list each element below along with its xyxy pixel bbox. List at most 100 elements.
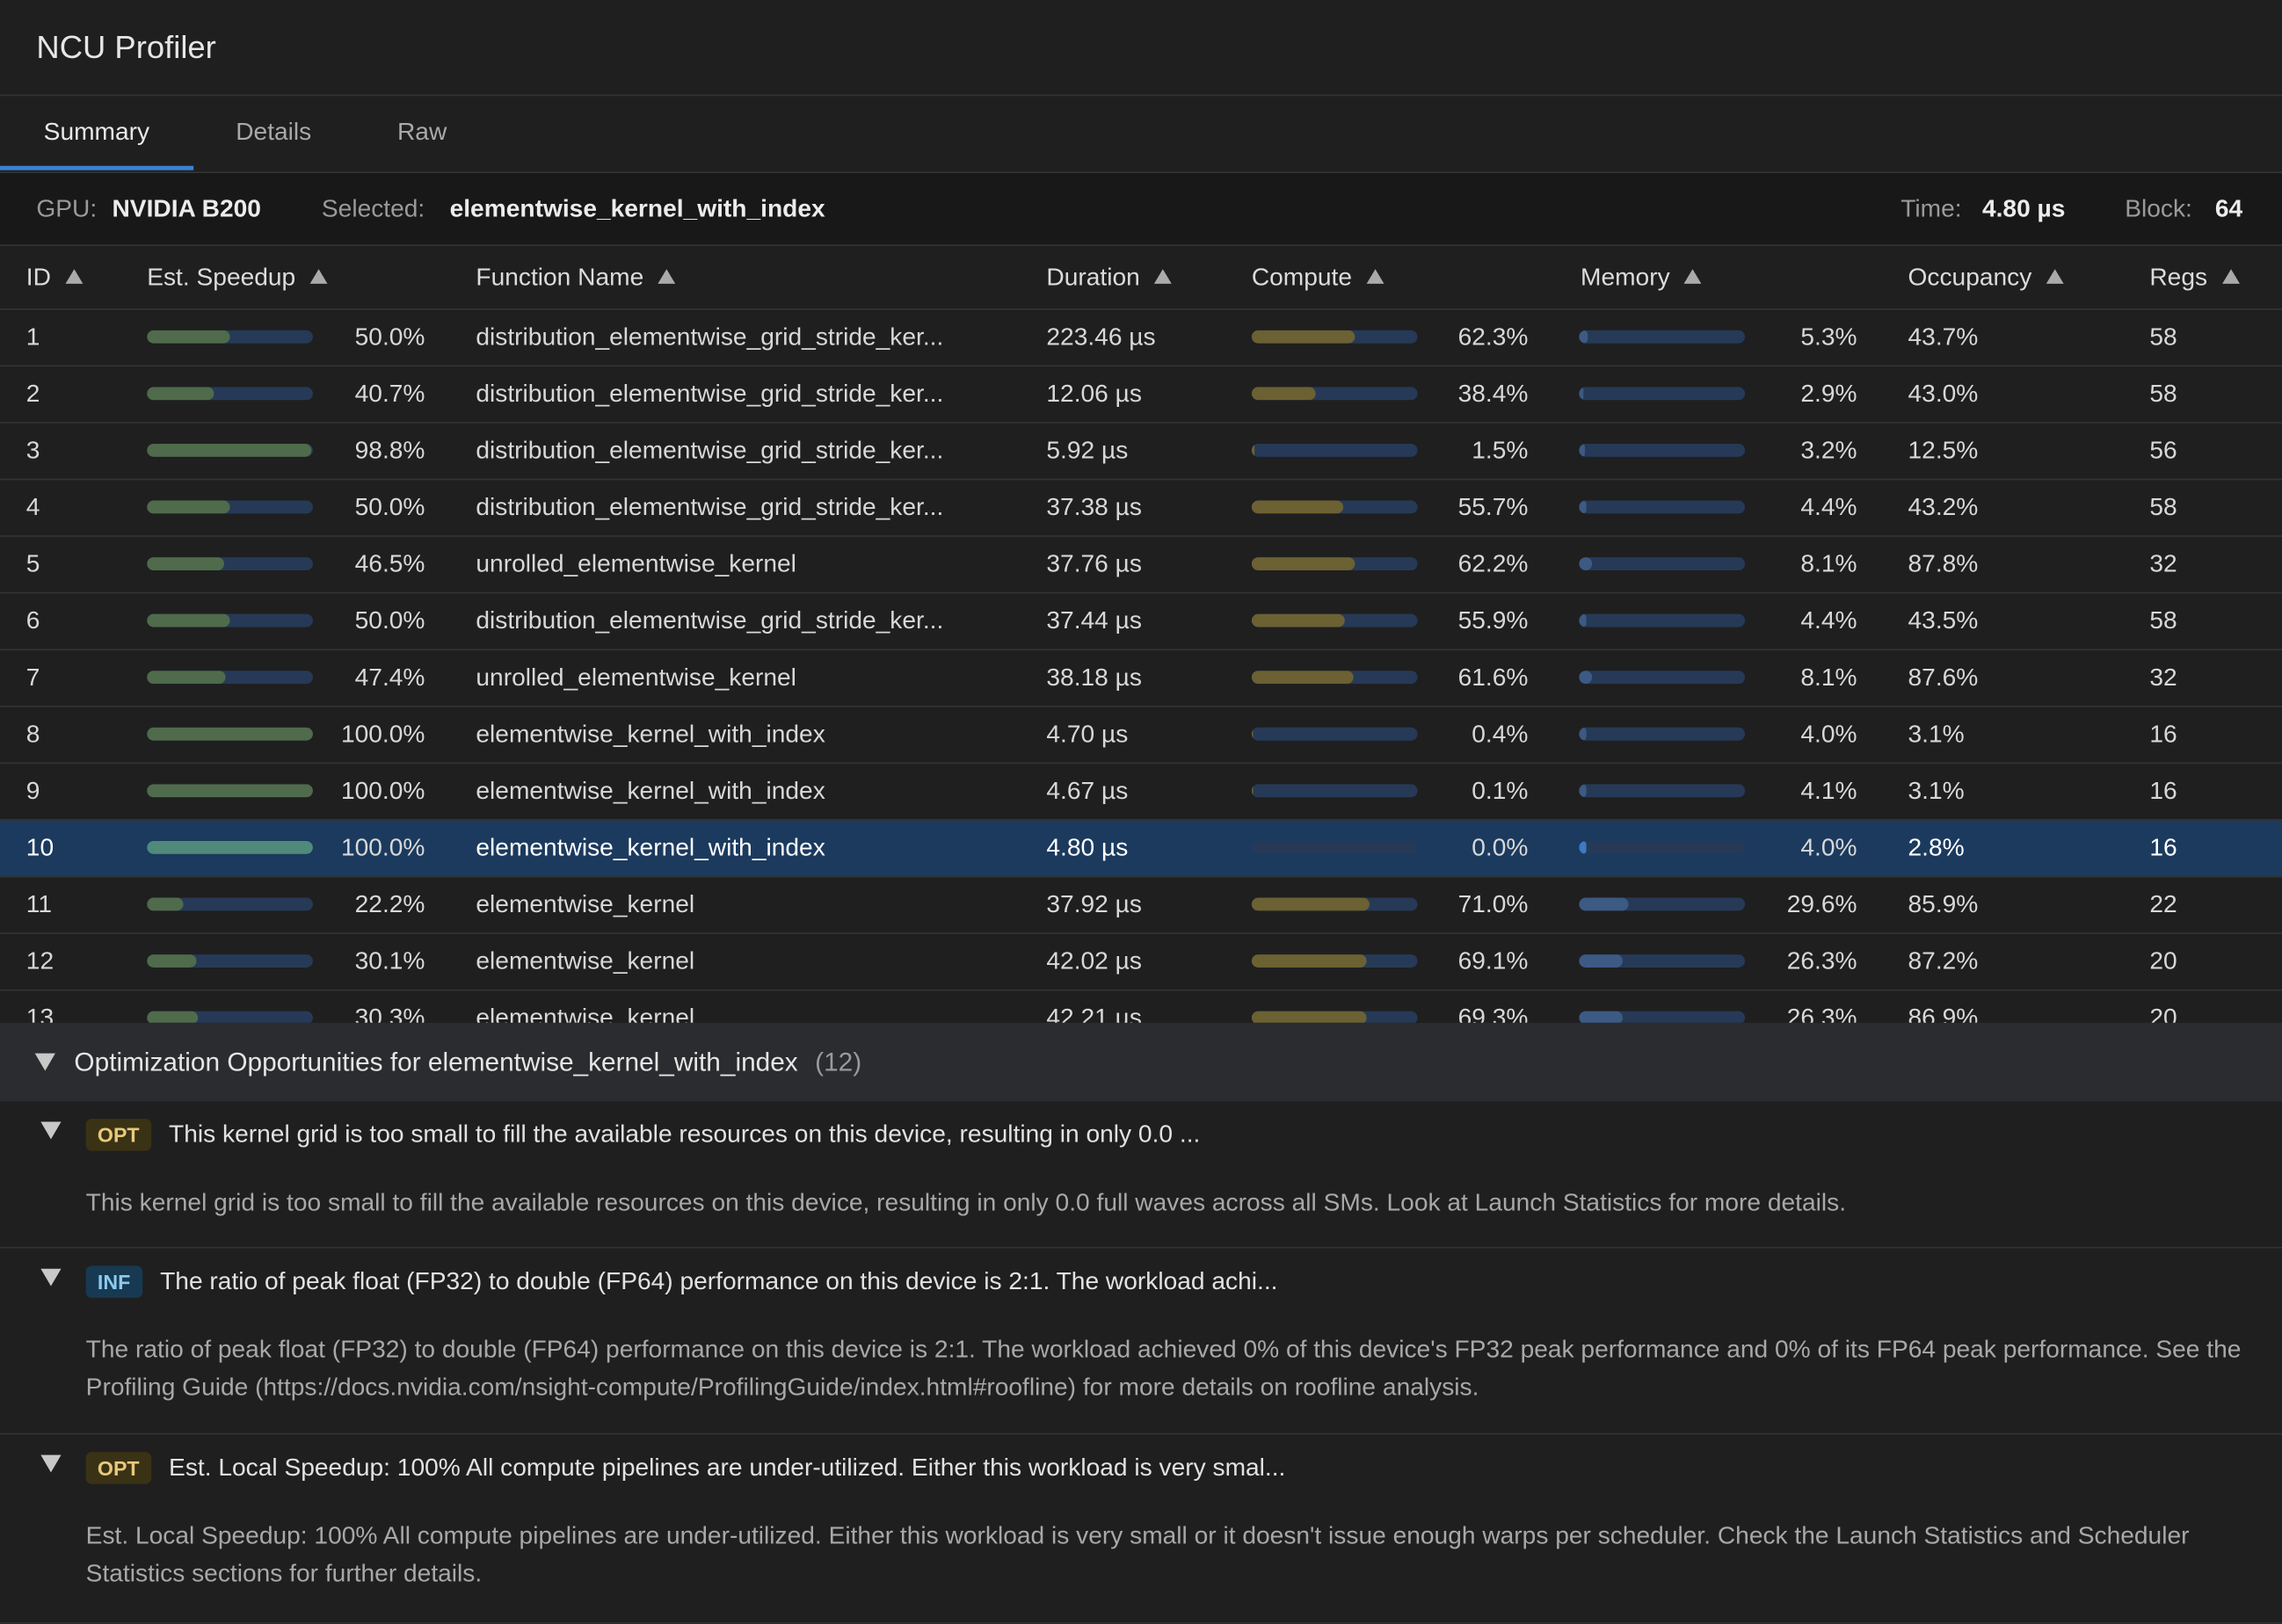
- cell-value: elementwise_kernel: [476, 890, 695, 918]
- cell-value: 4.70 µs: [1046, 720, 1129, 748]
- cell-value: 4.67 µs: [1046, 777, 1129, 805]
- cell-value: 50.0%: [354, 493, 425, 521]
- table-row[interactable]: 9 100.0% elementwise_kernel_with_index 4.67…: [0, 762, 2282, 821]
- table-row[interactable]: 3 98.8% distribution_elementwise_grid_stri…: [0, 422, 2282, 480]
- table-row[interactable]: 7 47.4% unrolled_elementwise_kernel 38.18 µ…: [0, 649, 2282, 707]
- opportunity-item: OPT This kernel grid is too small to fill…: [0, 1101, 2282, 1249]
- gpu-value: NVIDIA B200: [112, 194, 261, 223]
- bar-track: [147, 387, 313, 401]
- tab[interactable]: Details: [236, 118, 312, 146]
- table-row[interactable]: 5 46.5% unrolled_elementwise_kernel 37.76 µ…: [0, 535, 2282, 593]
- bar-fill: [147, 557, 224, 570]
- bar-fill: [1579, 500, 1587, 514]
- bar-track: [147, 1011, 313, 1023]
- column-header[interactable]: Duration: [1046, 263, 1173, 293]
- cell-value: 86.9%: [1908, 1004, 1979, 1023]
- cell-value: 38.18 µs: [1046, 663, 1142, 692]
- column-title: Duration: [1046, 263, 1140, 292]
- bar-fill: [147, 500, 230, 514]
- cell-value: 22.2%: [354, 890, 425, 918]
- bar-track: [1579, 387, 1746, 401]
- bar-fill: [1579, 840, 1586, 854]
- cell-value: 37.38 µs: [1046, 493, 1142, 521]
- optimization-header[interactable]: Optimization Opportunities for elementwi…: [0, 1022, 2282, 1102]
- table-row[interactable]: 4 50.0% distribution_elementwise_grid_stri…: [0, 478, 2282, 537]
- cell-value: 13: [25, 1004, 55, 1023]
- table-row[interactable]: 2 40.7% distribution_elementwise_grid_stri…: [0, 365, 2282, 424]
- cell-value: 85.9%: [1908, 890, 1979, 918]
- bar-track: [1579, 613, 1746, 627]
- bar-fill: [147, 613, 230, 627]
- bar-track: [1251, 954, 1418, 968]
- cell-value: 12: [25, 946, 55, 975]
- column-title: Function Name: [476, 263, 644, 292]
- opportunity-summary[interactable]: Est. Local Speedup: 100% All compute pip…: [169, 1453, 1286, 1482]
- bar-track: [1579, 557, 1746, 570]
- block-value: 64: [2214, 194, 2243, 223]
- cell-value: 87.8%: [1908, 549, 1979, 578]
- table-row[interactable]: 13 30.3% elementwise_kernel 42.21 µs 69.3% 26…: [0, 989, 2282, 1023]
- column-header[interactable]: Regs: [2149, 264, 2240, 293]
- cell-value: 43.5%: [1908, 606, 1979, 634]
- opportunity-detail: Est. Local Speedup: 100% All compute pip…: [85, 1521, 2190, 1588]
- active-tab-indicator: [0, 165, 194, 170]
- cell-value: 50.0%: [354, 323, 425, 352]
- sort-icon: [1154, 269, 1173, 284]
- bar-fill: [1251, 500, 1344, 514]
- tab[interactable]: Summary: [43, 118, 150, 146]
- bar-fill: [1579, 1011, 1623, 1023]
- opportunity-detail: The ratio of peak float (FP32) to double…: [85, 1335, 2242, 1402]
- cell-value: 50.0%: [354, 606, 425, 634]
- cell-value: 16: [2149, 720, 2177, 748]
- collapse-icon[interactable]: [40, 1268, 62, 1287]
- cell-value: 37.76 µs: [1046, 549, 1142, 578]
- bar-track: [1251, 557, 1418, 570]
- column-header[interactable]: Est. Speedup: [147, 263, 328, 293]
- table-row[interactable]: 6 50.0% distribution_elementwise_grid_stri…: [0, 591, 2282, 650]
- bar-fill: [1251, 671, 1355, 685]
- bar-track: [147, 557, 313, 570]
- bar-track: [1579, 671, 1746, 685]
- cell-value: 37.92 µs: [1046, 890, 1142, 918]
- collapse-icon[interactable]: [40, 1121, 62, 1140]
- bar-fill: [147, 840, 313, 854]
- column-header[interactable]: Memory: [1581, 264, 1703, 293]
- time-label: Time:: [1900, 194, 1962, 223]
- table-row[interactable]: 11 22.2% elementwise_kernel 37.92 µs 71.0% 29…: [0, 875, 2282, 934]
- collapse-icon[interactable]: [40, 1454, 62, 1473]
- column-header[interactable]: Function Name: [476, 263, 676, 293]
- column-header[interactable]: Occupancy: [1908, 264, 2064, 293]
- bar-track: [1251, 840, 1418, 854]
- cell-value: distribution_elementwise_grid_stride_ker…: [476, 323, 944, 352]
- column-title: Est. Speedup: [147, 263, 296, 292]
- cell-value: distribution_elementwise_grid_stride_ker…: [476, 493, 944, 521]
- cell-value: 10: [25, 833, 55, 862]
- cell-value: 16: [2149, 833, 2177, 862]
- cell-value: distribution_elementwise_grid_stride_ker…: [476, 436, 944, 465]
- table-row[interactable]: 10 100.0% elementwise_kernel_with_index 4.8…: [0, 819, 2282, 878]
- table-row[interactable]: 12 30.1% elementwise_kernel 42.02 µs 69.1% 26…: [0, 932, 2282, 990]
- bar-track: [147, 613, 313, 627]
- column-header[interactable]: Compute: [1252, 264, 1384, 293]
- tab[interactable]: Raw: [396, 118, 447, 146]
- table-row[interactable]: 1 50.0% distribution_elementwise_grid_stri…: [0, 308, 2282, 366]
- cell-value: 71.0%: [1457, 890, 1529, 918]
- cell-value: 32: [2149, 549, 2177, 578]
- cell-value: 58: [2149, 493, 2177, 521]
- severity-badge: INF: [85, 1265, 142, 1298]
- bar-fill: [1579, 387, 1584, 401]
- opportunity-summary[interactable]: The ratio of peak float (FP32) to double…: [160, 1267, 1278, 1295]
- bar-track: [1251, 500, 1418, 514]
- bar-track: [1579, 840, 1746, 854]
- bar-track: [1579, 330, 1746, 344]
- cell-value: 4.80 µs: [1046, 833, 1129, 862]
- bar-track: [1579, 954, 1746, 968]
- title-bar: NCU Profiler: [0, 0, 2282, 97]
- cell-value: 38.4%: [1457, 380, 1529, 408]
- bar-fill: [147, 727, 313, 741]
- cell-value: 3: [25, 436, 40, 465]
- table-row[interactable]: 8 100.0% elementwise_kernel_with_index 4.70…: [0, 705, 2282, 764]
- cell-value: 0.4%: [1472, 720, 1529, 748]
- opportunity-summary[interactable]: This kernel grid is too small to fill th…: [169, 1120, 1201, 1149]
- column-header[interactable]: ID: [26, 264, 84, 293]
